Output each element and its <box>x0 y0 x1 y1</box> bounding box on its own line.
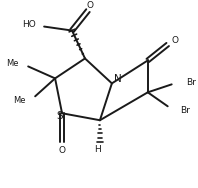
Text: Me: Me <box>6 59 18 68</box>
Text: O: O <box>87 1 93 10</box>
Text: O: O <box>59 146 66 155</box>
Text: Me: Me <box>13 96 25 105</box>
Text: Br: Br <box>180 106 189 115</box>
Text: H: H <box>95 145 101 154</box>
Text: N: N <box>114 74 122 84</box>
Text: HO: HO <box>22 20 36 29</box>
Text: Br: Br <box>186 78 195 87</box>
Text: S: S <box>57 111 63 121</box>
Text: O: O <box>171 36 178 45</box>
